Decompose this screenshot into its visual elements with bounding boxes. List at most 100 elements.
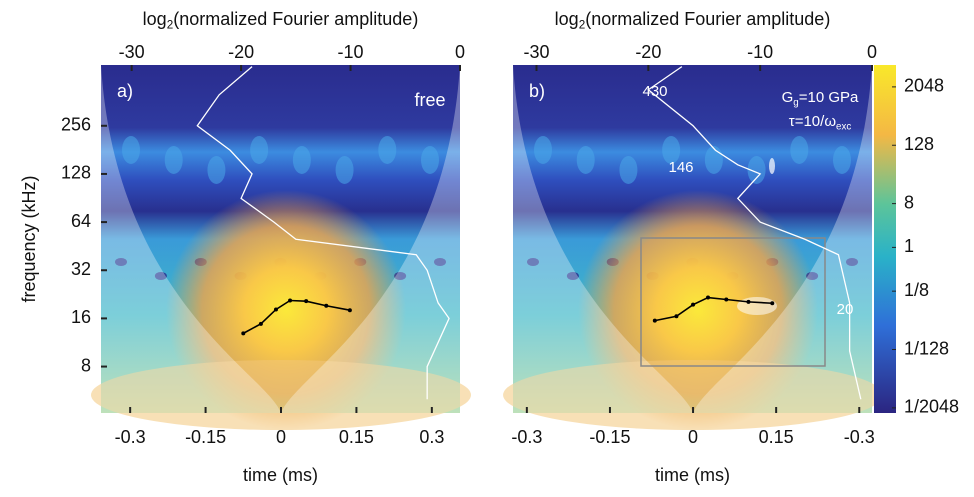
- ridge-point: [724, 297, 729, 302]
- ridge-point: [746, 299, 751, 304]
- ridge-point: [304, 299, 309, 304]
- colorbar-label: 1: [904, 236, 914, 256]
- top-tick-label: 0: [867, 42, 877, 62]
- top-tick-label: -10: [747, 42, 773, 62]
- energy-base: [91, 360, 472, 430]
- highlight: [737, 297, 777, 315]
- top-axis-title-part: log: [555, 9, 579, 29]
- field-spot: [566, 272, 579, 280]
- annotation-part: 20: [837, 301, 854, 318]
- field-streak: [576, 146, 595, 174]
- y-tick-label: 16: [71, 307, 91, 327]
- ridge-point: [674, 314, 679, 319]
- energy-base: [503, 360, 884, 430]
- y-tick-label: 64: [71, 211, 91, 231]
- top-axis-title-part: 2: [579, 18, 586, 31]
- annotation-part: free: [414, 90, 445, 110]
- annotation: 146: [668, 159, 693, 176]
- field-streak: [833, 146, 851, 174]
- ridge-point: [273, 307, 278, 312]
- annotation-part: =10 GPa: [799, 89, 859, 106]
- colorbar-label: 1/2048: [904, 397, 959, 417]
- field-streak: [619, 156, 638, 184]
- colorbar-label: 2048: [904, 76, 944, 96]
- field-spot: [154, 272, 167, 280]
- field-streak: [335, 156, 354, 184]
- y-tick-label: 32: [71, 259, 91, 279]
- x-tick-label: 0.15: [759, 427, 794, 447]
- annotation-part: g: [793, 97, 798, 108]
- x-tick-label: 0: [688, 427, 698, 447]
- cone-of-influence: [513, 65, 872, 413]
- annotation-part: exc: [836, 121, 851, 132]
- annotation: 20: [837, 301, 854, 318]
- ridge-point: [324, 303, 329, 308]
- panel-label: a): [117, 81, 133, 101]
- field-streak: [122, 136, 140, 164]
- ridge-point: [288, 298, 293, 303]
- field-spot: [115, 258, 127, 266]
- annotation-part: 430: [642, 83, 667, 100]
- annotation-part: τ=10/ω: [789, 113, 837, 130]
- y-tick-label: 256: [61, 115, 91, 135]
- ridge-point: [652, 318, 657, 323]
- field-streak: [207, 156, 226, 184]
- ridge-point: [706, 295, 711, 300]
- annotation-part: 146: [668, 159, 693, 176]
- colorbar: [874, 65, 896, 413]
- x-axis-title: time (ms): [655, 465, 730, 485]
- y-tick-label: 8: [81, 355, 91, 375]
- x-tick-label: -0.15: [185, 427, 226, 447]
- colorbar-label: 8: [904, 192, 914, 212]
- spectrum-line: [196, 66, 450, 400]
- field-spot: [846, 258, 858, 266]
- ridge-point: [770, 301, 775, 306]
- top-tick-label: -30: [119, 42, 145, 62]
- y-axis-title: frequency (kHz): [19, 175, 39, 302]
- ridge-point: [691, 302, 696, 307]
- colorbar-label: 128: [904, 134, 934, 154]
- ridge-point: [241, 331, 246, 336]
- top-axis-title: log2(normalized Fourier amplitude): [143, 9, 419, 32]
- field-streak: [164, 146, 183, 174]
- x-tick-label: 0: [276, 427, 286, 447]
- y-tick-label: 128: [61, 163, 91, 183]
- spectrum-line: [647, 66, 862, 400]
- top-axis-title-part: log: [143, 9, 167, 29]
- x-tick-label: -0.3: [511, 427, 542, 447]
- x-tick-label: 0.15: [339, 427, 374, 447]
- top-tick-label: -20: [635, 42, 661, 62]
- top-axis-title: log2(normalized Fourier amplitude): [555, 9, 831, 32]
- field-spot: [527, 258, 539, 266]
- top-axis-title-part: (normalized Fourier amplitude): [173, 9, 418, 29]
- colorbar-label: 1/128: [904, 338, 949, 358]
- cone-of-influence: [101, 65, 460, 413]
- field-streak: [747, 156, 766, 184]
- field-streak: [250, 136, 269, 164]
- x-tick-label: -0.3: [844, 427, 875, 447]
- ridge-point: [347, 308, 352, 313]
- ridge-point: [258, 321, 263, 326]
- top-tick-label: -20: [228, 42, 254, 62]
- annotation-part: G: [782, 89, 794, 106]
- field-spot: [434, 258, 446, 266]
- annotation: Gg=10 GPa: [782, 89, 859, 108]
- field-streak: [662, 136, 681, 164]
- highlight: [769, 158, 775, 174]
- top-tick-label: -30: [523, 42, 549, 62]
- field-streak: [534, 136, 552, 164]
- region-box: [640, 237, 826, 367]
- x-tick-label: 0.3: [419, 427, 444, 447]
- field-streak: [704, 146, 723, 174]
- x-tick-label: -0.3: [115, 427, 146, 447]
- field-streak: [790, 136, 809, 164]
- top-axis-title-part: 2: [167, 18, 174, 31]
- annotation: τ=10/ωexc: [789, 113, 852, 132]
- annotation: free: [414, 90, 445, 110]
- field-streak: [378, 136, 397, 164]
- field-streak: [292, 146, 311, 174]
- annotation: 430: [642, 83, 667, 100]
- top-tick-label: -10: [338, 42, 364, 62]
